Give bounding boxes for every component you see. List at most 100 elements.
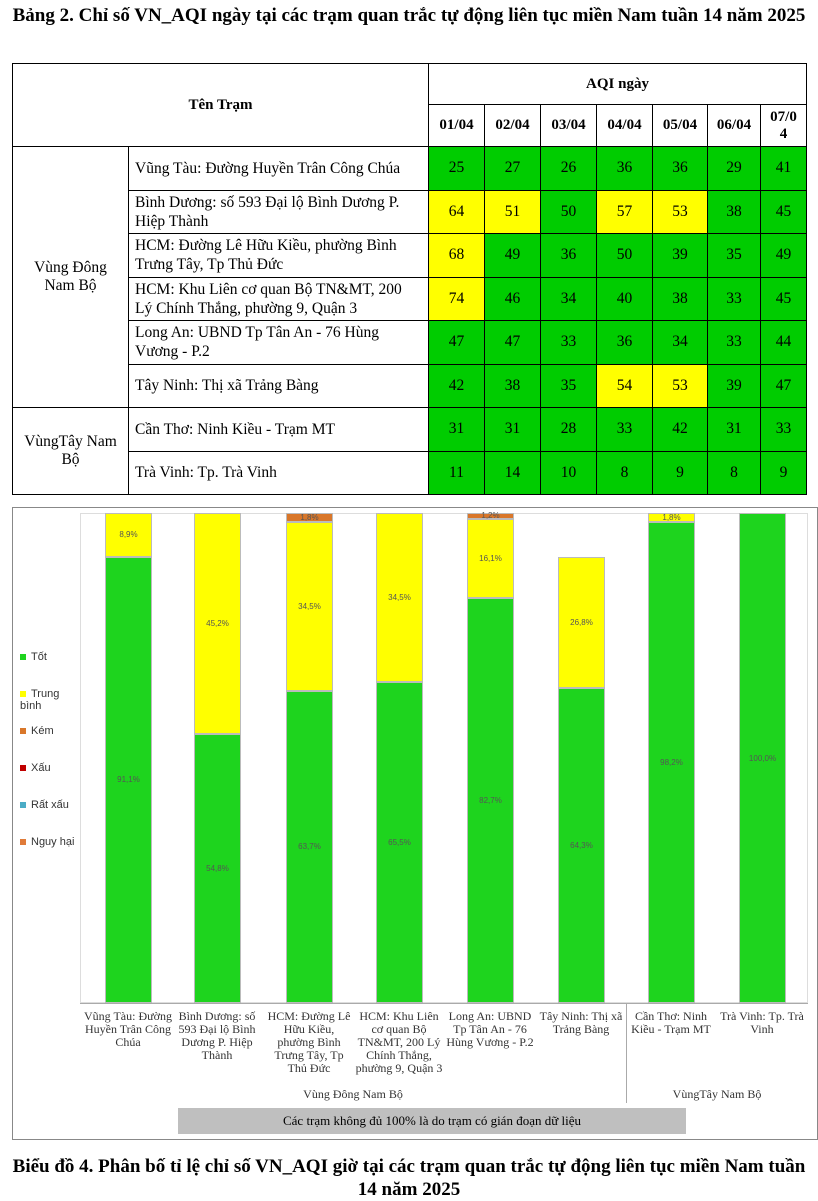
data-label: 45,2% [206, 619, 229, 629]
data-label: 91,1% [117, 775, 140, 785]
aqi-cell: 31 [428, 407, 485, 452]
aqi-cell: 45 [759, 276, 808, 321]
aqi-cell: 26 [540, 146, 597, 191]
chart-title: Biểu đồ 4. Phân bố tỉ lệ chỉ số VN_AQI g… [12, 1156, 806, 1200]
aqi-cell: 39 [707, 363, 761, 408]
aqi-cell: 50 [596, 233, 653, 278]
data-label: 63,7% [298, 842, 321, 852]
legend-item: Xấu [20, 762, 78, 774]
aqi-cell: 50 [540, 189, 597, 234]
x-tick-label: HCM: Đường Lê Hữu Kiều, phường Bình Trưn… [267, 1009, 351, 1075]
bar-segment: 1,8% [648, 513, 695, 522]
aqi-cell: 44 [759, 320, 808, 365]
bar-segment: 98,2% [648, 521, 695, 1003]
bar-segment: 64,3% [558, 687, 605, 1003]
aqi-cell: 14 [484, 450, 541, 495]
aqi-cell: 33 [540, 320, 597, 365]
bar-segment: 63,7% [286, 690, 333, 1003]
legend-swatch [20, 765, 26, 772]
bar-segment: 65,5% [376, 682, 423, 1003]
bar-segment: 34,5% [286, 521, 333, 691]
aqi-table: Tên Trạm AQI ngày 01/04 02/04 03/04 04/04 05/0… [12, 63, 808, 495]
aqi-cell: 47 [428, 320, 485, 365]
x-tick-label: Bình Dương: số 593 Đại lộ Bình Dương P. … [178, 1009, 256, 1062]
station-cell: Long An: UBND Tp Tân An - 76 Hùng Vương … [128, 320, 429, 365]
x-tick-label: Vũng Tàu: Đường Huyền Trân Công Chúa [84, 1009, 172, 1049]
chart-note: Các trạm không đủ 100% là do trạm có giá… [178, 1108, 686, 1134]
aqi-cell: 45 [759, 189, 808, 234]
aqi-cell: 39 [652, 233, 708, 278]
aqi-cell: 49 [759, 233, 808, 278]
bar-segment: 82,7% [467, 597, 514, 1003]
table-row: Vùng Đông Nam Bộ Vũng Tàu: Đường Huyền Tr… [12, 146, 808, 408]
aqi-cell: 33 [596, 407, 653, 452]
data-label: 54,8% [206, 864, 229, 874]
date-header: 07/04 [759, 104, 808, 147]
aqi-cell: 31 [484, 407, 541, 452]
legend-swatch [20, 654, 26, 661]
bar-segment: 8,9% [105, 513, 152, 557]
aqi-cell: 28 [540, 407, 597, 452]
station-cell: Bình Dương: số 593 Đại lộ Bình Dương P. … [128, 189, 429, 234]
table-row: VùngTây Nam Bộ Cần Thơ: Ninh Kiều - Trạm … [12, 407, 808, 495]
aqi-cell: 27 [484, 146, 541, 191]
date-header: 05/04 [652, 104, 708, 147]
table-row: HCM: Đường Lê Hữu Kiều, phường Bình Trưn… [13, 233, 808, 278]
data-label: 16,1% [479, 553, 502, 563]
bar-segment: 1,8% [286, 513, 333, 522]
legend-label: Nguy hại [31, 836, 75, 848]
data-label: 1,2% [481, 511, 500, 521]
aqi-cell: 46 [484, 276, 541, 321]
aqi-cell: 36 [596, 320, 653, 365]
bar-segment: 54,8% [194, 734, 241, 1003]
data-label: 65,5% [388, 838, 411, 848]
table-row: Trà Vinh: Tp. Trà Vinh 11 14 10 8 9 8 9 [13, 450, 808, 495]
station-cell: Trà Vinh: Tp. Trà Vinh [128, 450, 429, 495]
table-title: Bảng 2. Chỉ số VN_AQI ngày tại các trạm … [12, 5, 806, 26]
group-label: Vùng Đông Nam Bộ [303, 1087, 403, 1101]
legend-label: Tốt [31, 651, 47, 663]
date-header: 02/04 [484, 104, 541, 147]
data-label: 34,5% [388, 593, 411, 603]
legend-swatch [20, 839, 26, 846]
table-row: HCM: Khu Liên cơ quan Bộ TN&MT, 200 Lý C… [13, 276, 808, 321]
aqi-cell: 31 [707, 407, 761, 452]
aqi-cell: 38 [652, 276, 708, 321]
bar-segment: 26,8% [558, 556, 605, 688]
station-cell: Tây Ninh: Thị xã Trảng Bàng [128, 363, 429, 408]
aqi-cell: 36 [596, 146, 653, 191]
aqi-cell: 33 [707, 320, 761, 365]
aqi-cell: 38 [484, 363, 541, 408]
aqi-cell: 47 [484, 320, 541, 365]
aqi-cell: 64 [428, 189, 485, 234]
legend-label: Trung bình [20, 688, 60, 712]
aqi-cell: 25 [428, 146, 485, 191]
plot-area [80, 513, 808, 1003]
legend-item: Nguy hại [20, 836, 78, 848]
legend-label: Rất xấu [31, 799, 69, 811]
aqi-cell: 33 [759, 407, 808, 452]
data-label: 82,7% [479, 795, 502, 805]
x-tick-label: HCM: Khu Liên cơ quan Bộ TN&MT, 200 Lý C… [355, 1009, 443, 1075]
aqi-cell: 8 [707, 450, 761, 495]
station-cell: Cần Thơ: Ninh Kiều - Trạm MT [128, 407, 429, 452]
aqi-cell: 8 [596, 450, 653, 495]
legend-swatch [20, 691, 26, 698]
axis-line [80, 1003, 808, 1004]
aqi-cell: 34 [540, 276, 597, 321]
aqi-cell: 38 [707, 189, 761, 234]
aqi-cell: 74 [428, 276, 485, 321]
aqi-cell: 49 [484, 233, 541, 278]
data-label: 8,9% [119, 530, 138, 540]
bar-segment: 45,2% [194, 513, 241, 735]
legend-label: Kém [31, 725, 54, 737]
data-label: 1,8% [300, 512, 319, 522]
group-label: VùngTây Nam Bộ [672, 1087, 762, 1101]
table-row: Tây Ninh: Thị xã Trảng Bàng 42 38 35 54 53 39 4… [13, 363, 808, 408]
data-label: 100,0% [748, 753, 777, 763]
station-cell: HCM: Đường Lê Hữu Kiều, phường Bình Trưn… [128, 233, 429, 278]
region-cell: Vùng Đông Nam Bộ [12, 146, 129, 408]
aqi-header: AQI ngày [427, 63, 808, 105]
legend-item: Trung bình [20, 688, 78, 712]
